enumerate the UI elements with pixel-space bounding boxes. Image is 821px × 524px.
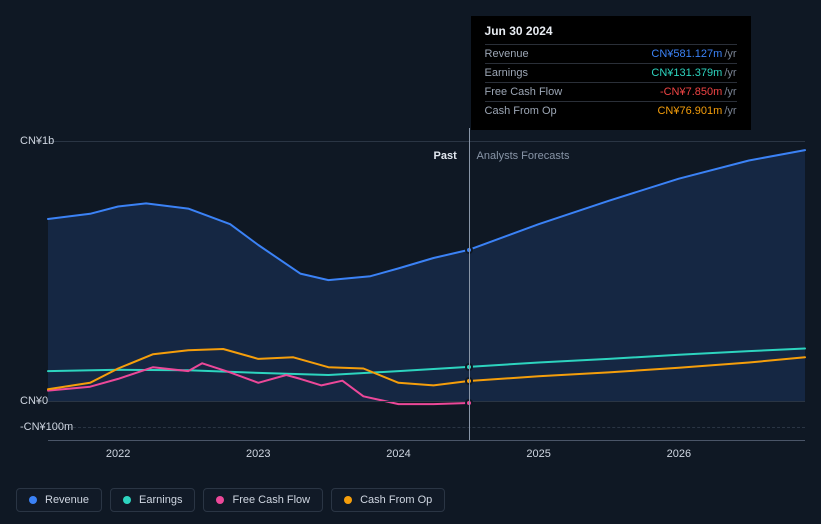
gridline (48, 141, 805, 142)
tooltip-row: Free Cash Flow -CN¥7.850m/yr (485, 82, 737, 101)
y-axis-label: CN¥1b (20, 135, 54, 147)
legend-item-revenue[interactable]: Revenue (16, 488, 102, 512)
legend-label: Revenue (45, 494, 89, 506)
legend-dot (216, 496, 224, 504)
y-axis-label: -CN¥100m (20, 421, 73, 433)
legend-label: Free Cash Flow (232, 494, 310, 506)
hover-cursor-line (469, 128, 470, 440)
financials-chart: Past Analysts Forecasts Jun 30 2024 Reve… (16, 0, 805, 480)
tooltip-row-label: Free Cash Flow (485, 86, 563, 98)
legend-label: Earnings (139, 494, 182, 506)
chart-legend: Revenue Earnings Free Cash Flow Cash From O… (16, 488, 445, 512)
legend-dot (123, 496, 131, 504)
y-axis-label: CN¥0 (20, 395, 48, 407)
x-axis-label: 2024 (386, 448, 410, 460)
tooltip-row-value: CN¥131.379m/yr (651, 67, 736, 79)
legend-item-cfo[interactable]: Cash From Op (331, 488, 445, 512)
x-axis-label: 2022 (106, 448, 130, 460)
tooltip-row-value: CN¥76.901m/yr (657, 105, 736, 117)
legend-dot (29, 496, 37, 504)
tooltip-date: Jun 30 2024 (485, 24, 737, 44)
chart-tooltip: Jun 30 2024 Revenue CN¥581.127m/yr Earning… (471, 16, 751, 130)
gridline (48, 427, 805, 428)
legend-label: Cash From Op (360, 494, 432, 506)
x-axis-label: 2023 (246, 448, 270, 460)
chart-lines (48, 128, 805, 440)
legend-dot (344, 496, 352, 504)
x-axis-label: 2026 (667, 448, 691, 460)
past-region-label: Past (434, 150, 457, 162)
tooltip-row-label: Cash From Op (485, 105, 557, 117)
legend-item-earnings[interactable]: Earnings (110, 488, 195, 512)
tooltip-row: Earnings CN¥131.379m/yr (485, 63, 737, 82)
tooltip-row-label: Revenue (485, 48, 529, 60)
gridline (48, 401, 805, 402)
tooltip-row: Cash From Op CN¥76.901m/yr (485, 101, 737, 120)
tooltip-row-label: Earnings (485, 67, 528, 79)
plot-area[interactable] (48, 128, 805, 440)
legend-item-fcf[interactable]: Free Cash Flow (203, 488, 323, 512)
tooltip-row-value: -CN¥7.850m/yr (660, 86, 737, 98)
forecast-region-label: Analysts Forecasts (477, 150, 570, 162)
chart-baseline (48, 440, 805, 441)
tooltip-row-value: CN¥581.127m/yr (651, 48, 736, 60)
x-axis-label: 2025 (526, 448, 550, 460)
tooltip-row: Revenue CN¥581.127m/yr (485, 44, 737, 63)
